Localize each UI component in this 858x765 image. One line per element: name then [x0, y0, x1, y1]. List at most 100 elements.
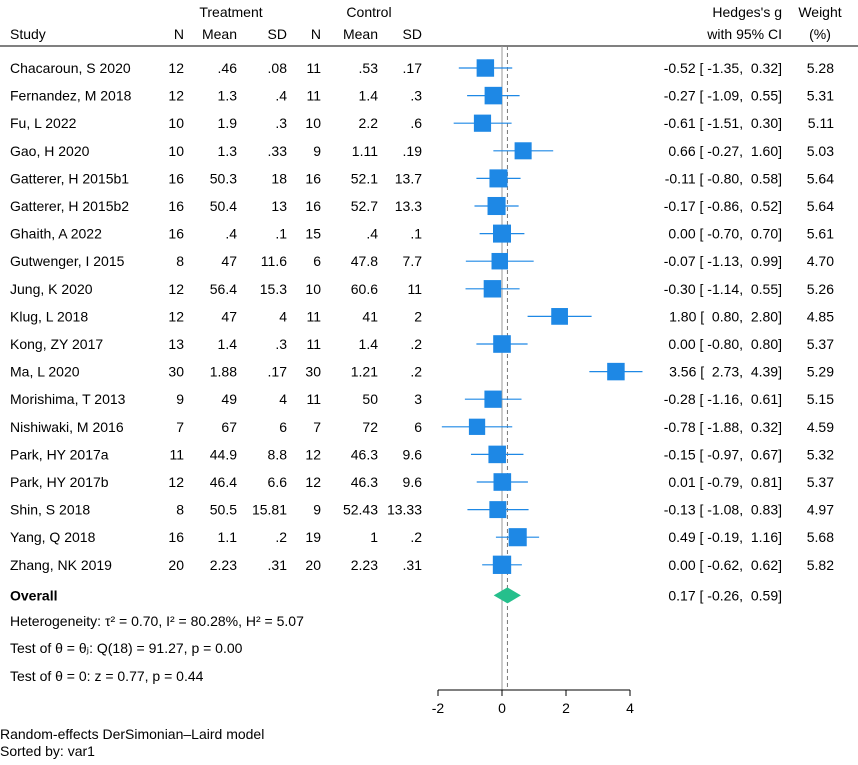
study-name: Gao, H 2020: [10, 143, 90, 159]
effect-marker: [468, 418, 486, 435]
treatment-n: 30: [168, 364, 184, 380]
study-name: Fu, L 2022: [10, 115, 77, 131]
treatment-n: 16: [168, 198, 184, 214]
study-name: Zhang, NK 2019: [10, 557, 112, 573]
control-sd: .3: [410, 88, 422, 104]
study-name: Shin, S 2018: [10, 502, 90, 518]
weight-text: 5.82: [807, 557, 834, 573]
treatment-sd: 15.3: [260, 281, 287, 297]
treatment-sd: 4: [279, 391, 287, 407]
control-n: 11: [306, 88, 321, 104]
effect-ci-text: -0.27 [ -1.09, 0.55]: [664, 88, 782, 104]
treatment-n: 12: [168, 474, 184, 490]
control-n: 20: [305, 557, 321, 573]
study-row: Fu, L 2022 10 1.9 .3 10 2.2 .6 -0.61 [ -1.51, 0…: [10, 114, 834, 132]
treatment-n: 16: [168, 226, 184, 242]
effect-ci-text: 3.56 [ 2.73, 4.39]: [669, 364, 782, 380]
control-mean: 50: [362, 391, 378, 407]
control-sd: 13.7: [395, 170, 422, 186]
treatment-n: 16: [168, 529, 184, 545]
treatment-mean: 50.5: [210, 502, 237, 518]
effect-ci-text: 0.49 [ -0.19, 1.16]: [668, 529, 782, 545]
forest-plot: Treatment Control Study N Mean SD N Mean…: [0, 4, 858, 716]
study-row: Nishiwaki, M 2016 7 67 6 7 72 6 -0.78 [ -1.88, …: [10, 418, 834, 435]
control-sd: .1: [410, 226, 422, 242]
effect-ci-text: 0.00 [ -0.80, 0.80]: [668, 336, 782, 352]
control-sd: 13.33: [387, 502, 422, 518]
effect-marker: [473, 114, 492, 132]
study-name: Klug, L 2018: [10, 308, 88, 324]
effect-ci-text: 0.00 [ -0.70, 0.70]: [668, 226, 782, 242]
header-n-control: N: [311, 26, 321, 42]
treatment-mean: 49: [221, 391, 237, 407]
treatment-n: 11: [169, 446, 184, 462]
control-sd: 11: [407, 281, 422, 297]
study-name: Gutwenger, I 2015: [10, 253, 125, 269]
overall-row: Overall 0.17 [ -0.26, 0.59]: [10, 587, 782, 604]
study-row: Ma, L 2020 30 1.88 .17 30 1.21 .2 3.56 [ 2.73, …: [10, 362, 834, 381]
study-row: Chacaroun, S 2020 12 .46 .08 11 .53 .17 -0.52 […: [10, 59, 834, 77]
weight-text: 5.11: [808, 115, 834, 131]
control-n: 7: [313, 419, 321, 435]
x-tick-label: -2: [432, 700, 445, 716]
overall-diamond: [493, 587, 521, 604]
study-name: Ghaith, A 2022: [10, 226, 102, 242]
treatment-mean: 50.3: [210, 170, 237, 186]
study-name: Fernandez, M 2018: [10, 88, 132, 104]
x-tick-label: 0: [498, 700, 506, 716]
treatment-sd: .4: [275, 88, 287, 104]
treatment-n: 8: [176, 253, 184, 269]
treatment-sd: .3: [275, 115, 287, 131]
effect-marker: [476, 59, 495, 77]
control-n: 15: [305, 226, 321, 242]
control-mean: 52.1: [351, 170, 378, 186]
control-n: 10: [305, 115, 321, 131]
weight-text: 5.32: [807, 446, 834, 462]
weight-text: 5.37: [807, 336, 834, 352]
control-sd: 13.3: [395, 198, 422, 214]
effect-ci-text: 1.80 [ 0.80, 2.80]: [669, 308, 782, 324]
treatment-mean: 47: [221, 253, 237, 269]
treatment-sd: 18: [271, 170, 287, 186]
weight-text: 5.28: [807, 60, 834, 76]
weight-text: 5.31: [807, 88, 834, 104]
effect-marker: [492, 224, 512, 243]
control-mean: 72: [362, 419, 378, 435]
treatment-n: 20: [168, 557, 184, 573]
treatment-n: 12: [168, 88, 184, 104]
study-name: Gatterer, H 2015b1: [10, 170, 129, 186]
control-sd: 3: [414, 391, 422, 407]
treatment-mean: 1.9: [218, 115, 238, 131]
control-mean: 1.4: [359, 336, 379, 352]
treatment-n: 12: [168, 281, 184, 297]
effect-marker: [551, 308, 568, 325]
effect-marker: [484, 390, 502, 408]
study-row: Gao, H 2020 10 1.3 .33 9 1.11 .19 0.66 [ -0.27,…: [10, 142, 834, 160]
effect-ci-text: 0.01 [ -0.79, 0.81]: [668, 474, 782, 490]
treatment-sd: 8.8: [268, 446, 288, 462]
treatment-sd: .33: [268, 143, 288, 159]
control-mean: 2.2: [359, 115, 379, 131]
study-name: Park, HY 2017a: [10, 446, 109, 462]
treatment-mean: .46: [218, 60, 238, 76]
effect-marker: [483, 280, 502, 298]
overall-label: Overall: [10, 587, 57, 603]
control-mean: 1.11: [352, 143, 378, 159]
control-sd: 6: [414, 419, 422, 435]
effect-ci-text: -0.30 [ -1.14, 0.55]: [664, 281, 782, 297]
control-sd: .19: [403, 143, 423, 159]
effect-ci-text: 0.00 [ -0.62, 0.62]: [668, 557, 782, 573]
footnote-model: Random-effects DerSimonian–Laird model: [0, 726, 265, 742]
study-name: Yang, Q 2018: [10, 529, 96, 545]
study-rows: Chacaroun, S 2020 12.46.08 11.53.17 -0.52 […: [10, 59, 834, 574]
effect-marker: [493, 335, 511, 353]
effect-ci-text: 0.66 [ -0.27, 1.60]: [668, 143, 782, 159]
control-sd: 7.7: [403, 253, 423, 269]
weight-text: 5.64: [807, 198, 834, 214]
control-n: 11: [306, 60, 321, 76]
treatment-mean: 67: [221, 419, 237, 435]
control-mean: 46.3: [351, 474, 378, 490]
effect-marker: [484, 86, 503, 105]
study-row: Klug, L 2018 12 47 4 11 41 2 1.80 [ 0.80, 2.80]…: [10, 308, 834, 325]
header-effect-line2: with 95% CI: [706, 26, 782, 42]
